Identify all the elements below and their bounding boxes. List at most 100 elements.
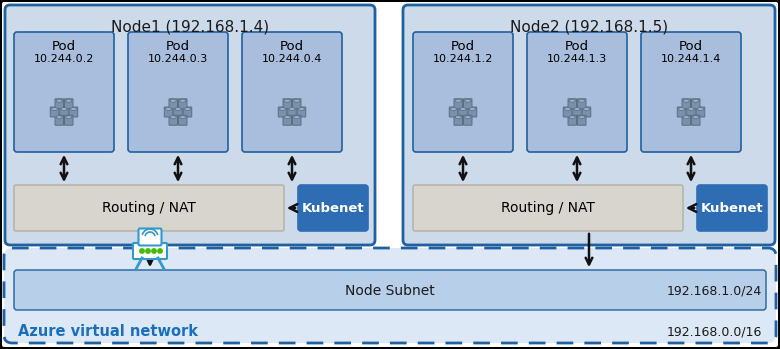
Ellipse shape [579, 99, 585, 102]
Text: 10.244.1.2: 10.244.1.2 [433, 54, 493, 64]
FancyBboxPatch shape [55, 115, 63, 125]
FancyBboxPatch shape [242, 32, 342, 152]
FancyBboxPatch shape [174, 107, 183, 117]
FancyBboxPatch shape [14, 270, 766, 310]
Ellipse shape [279, 107, 285, 111]
FancyBboxPatch shape [133, 243, 167, 259]
Ellipse shape [299, 107, 304, 111]
FancyBboxPatch shape [527, 32, 627, 152]
FancyBboxPatch shape [697, 107, 705, 117]
FancyBboxPatch shape [563, 107, 572, 117]
Text: Routing / NAT: Routing / NAT [501, 201, 595, 215]
Ellipse shape [179, 99, 186, 102]
FancyBboxPatch shape [298, 185, 368, 231]
Text: Kubenet: Kubenet [700, 201, 764, 215]
FancyBboxPatch shape [568, 115, 576, 125]
Ellipse shape [688, 107, 694, 111]
Ellipse shape [294, 99, 300, 102]
FancyBboxPatch shape [60, 107, 69, 117]
FancyBboxPatch shape [139, 229, 161, 245]
FancyBboxPatch shape [65, 99, 73, 109]
FancyBboxPatch shape [573, 107, 581, 117]
FancyBboxPatch shape [292, 115, 301, 125]
Text: Node1 (192.168.1.4): Node1 (192.168.1.4) [111, 20, 269, 35]
FancyBboxPatch shape [169, 99, 178, 109]
FancyBboxPatch shape [283, 115, 292, 125]
Ellipse shape [470, 107, 476, 111]
Ellipse shape [175, 107, 181, 111]
FancyBboxPatch shape [179, 99, 187, 109]
Ellipse shape [170, 99, 176, 102]
FancyBboxPatch shape [4, 248, 776, 343]
Ellipse shape [693, 116, 699, 119]
Text: Pod: Pod [679, 40, 703, 53]
Ellipse shape [66, 99, 72, 102]
Ellipse shape [456, 116, 461, 119]
Text: 192.168.1.0/24: 192.168.1.0/24 [667, 284, 762, 297]
FancyBboxPatch shape [682, 99, 690, 109]
Ellipse shape [456, 99, 461, 102]
Ellipse shape [51, 107, 58, 111]
Text: Pod: Pod [280, 40, 304, 53]
Ellipse shape [565, 107, 570, 111]
Ellipse shape [579, 116, 585, 119]
Ellipse shape [170, 116, 176, 119]
Ellipse shape [465, 99, 471, 102]
FancyBboxPatch shape [413, 32, 513, 152]
FancyBboxPatch shape [292, 99, 301, 109]
FancyBboxPatch shape [677, 107, 686, 117]
Circle shape [152, 249, 156, 253]
Text: Pod: Pod [52, 40, 76, 53]
Text: 10.244.0.4: 10.244.0.4 [262, 54, 322, 64]
Ellipse shape [66, 116, 72, 119]
FancyBboxPatch shape [454, 115, 463, 125]
Text: Node Subnet: Node Subnet [345, 284, 435, 298]
Ellipse shape [70, 107, 76, 111]
Circle shape [140, 249, 144, 253]
Ellipse shape [569, 116, 576, 119]
FancyBboxPatch shape [165, 107, 172, 117]
Ellipse shape [697, 107, 704, 111]
Circle shape [146, 249, 151, 253]
FancyBboxPatch shape [692, 115, 700, 125]
FancyBboxPatch shape [449, 107, 458, 117]
FancyBboxPatch shape [14, 185, 284, 231]
Ellipse shape [465, 116, 471, 119]
FancyBboxPatch shape [413, 185, 683, 231]
Text: 10.244.1.4: 10.244.1.4 [661, 54, 722, 64]
FancyBboxPatch shape [169, 115, 178, 125]
FancyBboxPatch shape [463, 99, 472, 109]
FancyBboxPatch shape [297, 107, 306, 117]
FancyBboxPatch shape [50, 107, 58, 117]
Text: 192.168.0.0/16: 192.168.0.0/16 [667, 326, 762, 339]
FancyBboxPatch shape [454, 99, 463, 109]
Ellipse shape [284, 116, 290, 119]
FancyBboxPatch shape [65, 115, 73, 125]
Text: 10.244.0.3: 10.244.0.3 [148, 54, 208, 64]
Ellipse shape [683, 99, 690, 102]
FancyBboxPatch shape [403, 5, 775, 245]
FancyBboxPatch shape [69, 107, 78, 117]
FancyBboxPatch shape [682, 115, 690, 125]
Ellipse shape [185, 107, 190, 111]
Ellipse shape [693, 99, 699, 102]
FancyBboxPatch shape [283, 99, 292, 109]
Ellipse shape [569, 99, 576, 102]
Ellipse shape [679, 107, 685, 111]
Circle shape [158, 249, 162, 253]
FancyBboxPatch shape [641, 32, 741, 152]
FancyBboxPatch shape [697, 185, 767, 231]
FancyBboxPatch shape [55, 99, 63, 109]
Ellipse shape [61, 107, 67, 111]
Ellipse shape [460, 107, 466, 111]
Text: Routing / NAT: Routing / NAT [102, 201, 196, 215]
Text: 10.244.1.3: 10.244.1.3 [547, 54, 607, 64]
FancyBboxPatch shape [582, 107, 590, 117]
Ellipse shape [165, 107, 172, 111]
Ellipse shape [289, 107, 295, 111]
Ellipse shape [179, 116, 186, 119]
FancyBboxPatch shape [278, 107, 287, 117]
FancyBboxPatch shape [468, 107, 477, 117]
Ellipse shape [451, 107, 456, 111]
Ellipse shape [56, 116, 62, 119]
